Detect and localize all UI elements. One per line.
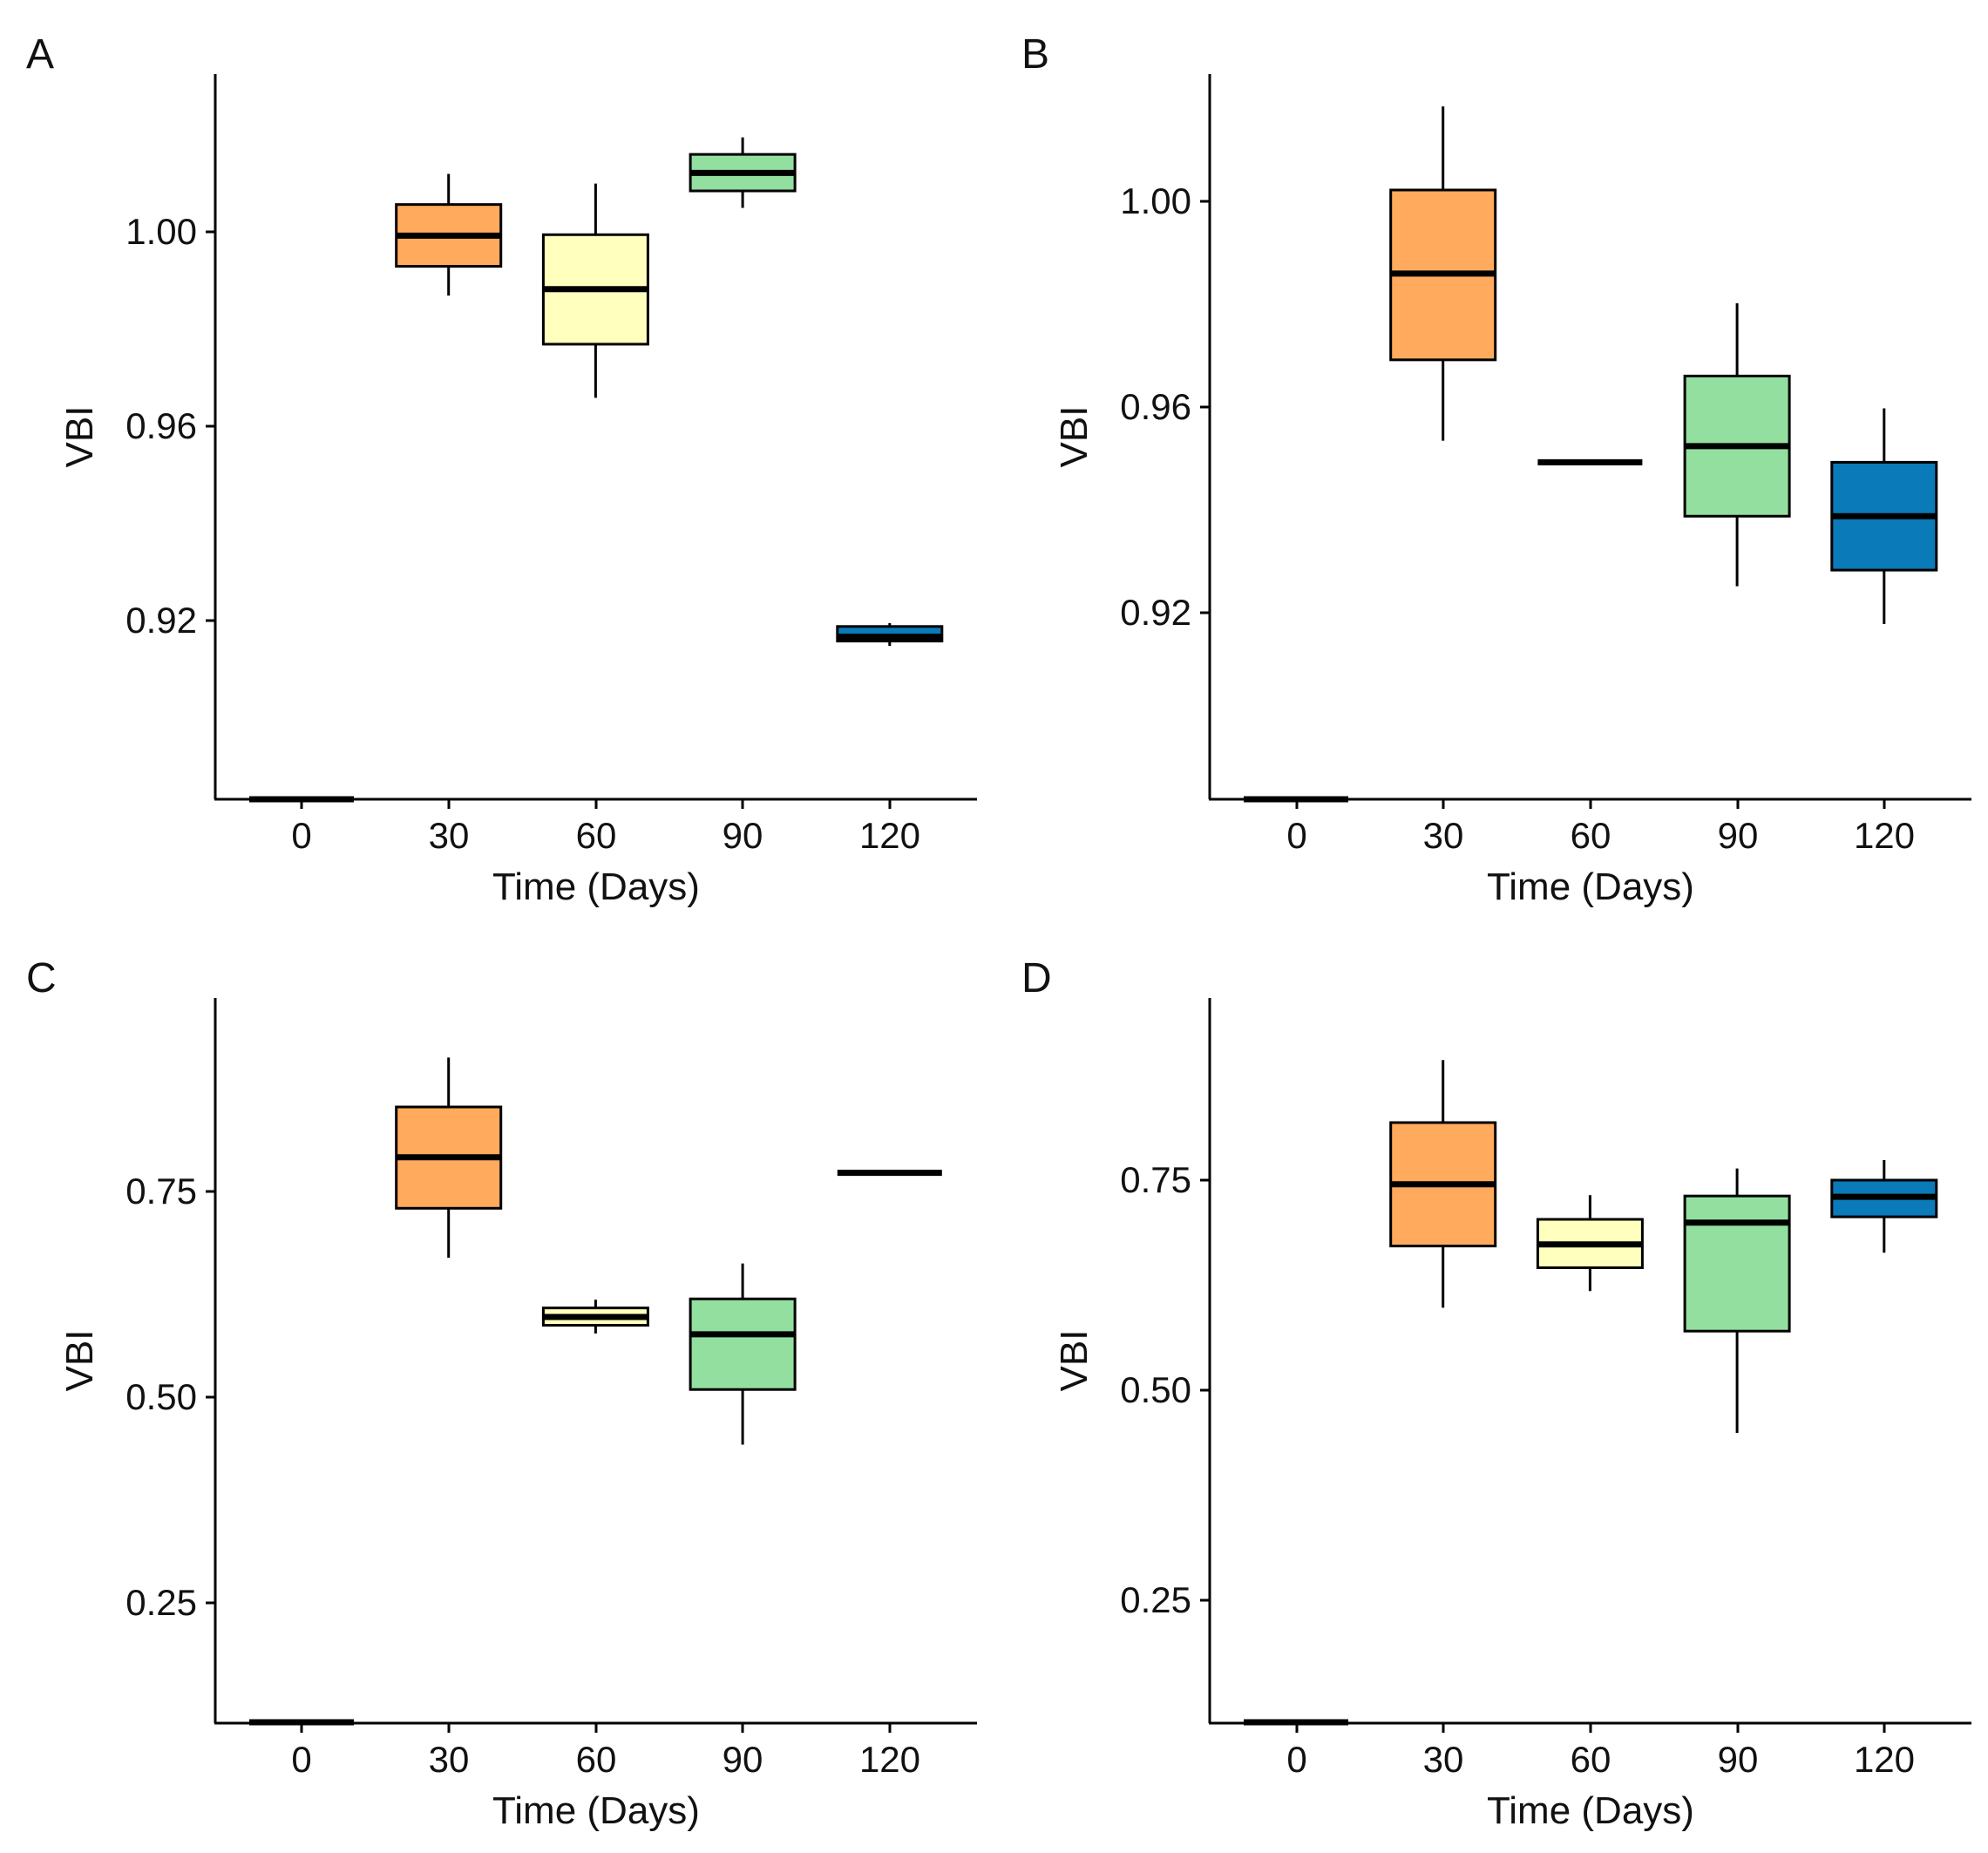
panel-b-ytick-2-label: 1.00 xyxy=(1120,180,1191,221)
panel-b: B 0.92 0.96 1.00 0 30 60 90 120 Time (Da… xyxy=(1021,31,1971,908)
panel-b-ytick-1-label: 0.96 xyxy=(1120,386,1191,427)
panel-d-letter: D xyxy=(1021,955,1052,1001)
panel-a-box-4 xyxy=(836,622,944,647)
panel-d-xtick-3: 90 xyxy=(1718,1723,1759,1780)
panel-b-xtick-4-label: 120 xyxy=(1854,815,1915,856)
panel-d-ytick-0-label: 0.25 xyxy=(1120,1579,1191,1620)
panel-b-xtick-1: 30 xyxy=(1423,799,1464,856)
panel-d-xtick-3-label: 90 xyxy=(1718,1739,1759,1780)
panel-c-xtick-1-label: 30 xyxy=(429,1739,470,1780)
panel-b-xtick-1-label: 30 xyxy=(1423,815,1464,856)
panel-a-y-axis-title: VBI xyxy=(58,406,101,468)
panel-a-xtick-0: 0 xyxy=(291,799,312,856)
panel-c-ytick-1-label: 0.50 xyxy=(126,1376,197,1417)
panel-d-xtick-1-label: 30 xyxy=(1423,1739,1464,1780)
panel-d-box-3 xyxy=(1683,1168,1791,1433)
panel-d: D 0.25 0.50 0.75 0 30 60 90 120 Time (Da… xyxy=(1021,955,1971,1832)
panel-a-xtick-2-label: 60 xyxy=(576,815,617,856)
panel-d-ytick-2: 0.75 xyxy=(1120,1159,1210,1200)
panel-b-xtick-3-label: 90 xyxy=(1718,815,1759,856)
panel-b-box-1 xyxy=(1389,106,1497,441)
panel-d-xtick-4: 120 xyxy=(1854,1723,1915,1780)
panel-a-xtick-3: 90 xyxy=(723,799,763,856)
panel-b-ytick-0: 0.92 xyxy=(1120,592,1210,633)
panel-a-ytick-2-label: 1.00 xyxy=(126,211,197,252)
panel-d-xtick-4-label: 120 xyxy=(1854,1739,1915,1780)
panel-c-xtick-0: 0 xyxy=(291,1723,312,1780)
panel-a-xtick-0-label: 0 xyxy=(291,815,311,856)
panel-a-box-3 xyxy=(689,137,797,208)
panel-a-box-1 xyxy=(395,173,503,296)
panel-c-xtick-2: 60 xyxy=(576,1723,617,1780)
panel-b-y-axis-title: VBI xyxy=(1053,406,1096,468)
panel-d-xtick-0: 0 xyxy=(1286,1723,1307,1780)
panel-b-xtick-0-label: 0 xyxy=(1286,815,1306,856)
panel-c-y-axis-title: VBI xyxy=(58,1330,101,1392)
panel-a-x-axis-title: Time (Days) xyxy=(492,865,700,908)
panel-a-xtick-1: 30 xyxy=(429,799,470,856)
panel-b-ytick-0-label: 0.92 xyxy=(1120,592,1191,633)
panel-a-ytick-2: 1.00 xyxy=(126,211,215,252)
panel-c-box-3-box xyxy=(689,1297,797,1391)
panel-a-letter: A xyxy=(26,31,54,78)
panel-c-ytick-2: 0.75 xyxy=(126,1171,215,1212)
panel-b-ytick-1: 0.96 xyxy=(1120,386,1210,427)
panel-a-ytick-1: 0.96 xyxy=(126,405,215,446)
panel-d-box-3-box xyxy=(1683,1194,1791,1333)
panel-d-ytick-1: 0.50 xyxy=(1120,1369,1210,1410)
panel-c-letter: C xyxy=(26,955,57,1001)
panel-d-ytick-1-label: 0.50 xyxy=(1120,1369,1191,1410)
panel-b-xtick-3: 90 xyxy=(1718,799,1759,856)
panel-b-box-3 xyxy=(1683,302,1791,587)
panel-c-box-2 xyxy=(541,1300,649,1334)
panel-a: A 0.92 0.96 1.00 0 30 60 90 120 Time (Da… xyxy=(26,31,977,908)
panel-b-xtick-2-label: 60 xyxy=(1571,815,1611,856)
panel-d-ytick-2-label: 0.75 xyxy=(1120,1159,1191,1200)
panel-d-ytick-0: 0.25 xyxy=(1120,1579,1210,1620)
panel-c-x-axis-title: Time (Days) xyxy=(492,1789,700,1832)
panel-b-xtick-4: 120 xyxy=(1854,799,1915,856)
panel-d-xtick-1: 30 xyxy=(1423,1723,1464,1780)
panel-c-xtick-2-label: 60 xyxy=(576,1739,617,1780)
panel-b-x-axis-title: Time (Days) xyxy=(1487,865,1694,908)
panel-a-xtick-2: 60 xyxy=(576,799,617,856)
panel-a-xtick-4-label: 120 xyxy=(859,815,920,856)
panel-a-xtick-3-label: 90 xyxy=(723,815,763,856)
panel-b-xtick-2: 60 xyxy=(1571,799,1611,856)
panel-a-ytick-0-label: 0.92 xyxy=(126,600,197,641)
panel-c-xtick-4-label: 120 xyxy=(859,1739,920,1780)
panel-d-xtick-2-label: 60 xyxy=(1571,1739,1611,1780)
panel-b-xtick-0: 0 xyxy=(1286,799,1307,856)
panel-d-xtick-0-label: 0 xyxy=(1286,1739,1306,1780)
panel-a-box-2 xyxy=(541,183,649,398)
panel-c-xtick-3-label: 90 xyxy=(723,1739,763,1780)
panel-a-xtick-1-label: 30 xyxy=(429,815,470,856)
panel-c-box-1 xyxy=(395,1057,503,1259)
panel-b-ytick-2: 1.00 xyxy=(1120,180,1210,221)
panel-d-x-axis-title: Time (Days) xyxy=(1487,1789,1694,1832)
panel-c-ytick-0-label: 0.25 xyxy=(126,1582,197,1623)
panel-b-box-4 xyxy=(1830,408,1938,624)
panel-a-ytick-0: 0.92 xyxy=(126,600,215,641)
panel-d-box-4 xyxy=(1830,1160,1938,1253)
panel-c-ytick-2-label: 0.75 xyxy=(126,1171,197,1212)
panel-c-xtick-0-label: 0 xyxy=(291,1739,311,1780)
panel-d-xtick-2: 60 xyxy=(1571,1723,1611,1780)
panel-c-xtick-1: 30 xyxy=(429,1723,470,1780)
panel-c-ytick-0: 0.25 xyxy=(126,1582,215,1623)
panel-d-box-2 xyxy=(1536,1195,1644,1292)
panel-d-box-1 xyxy=(1389,1060,1497,1308)
panel-a-xtick-4: 120 xyxy=(859,799,920,856)
panel-b-letter: B xyxy=(1021,31,1049,78)
panel-c: C 0.25 0.50 0.75 0 30 60 90 120 Time (Da… xyxy=(26,955,977,1832)
panel-a-ytick-1-label: 0.96 xyxy=(126,405,197,446)
panel-d-y-axis-title: VBI xyxy=(1053,1330,1096,1392)
panel-c-xtick-3: 90 xyxy=(723,1723,763,1780)
panel-c-xtick-4: 120 xyxy=(859,1723,920,1780)
panel-c-box-3 xyxy=(689,1263,797,1445)
panel-c-ytick-1: 0.50 xyxy=(126,1376,215,1417)
